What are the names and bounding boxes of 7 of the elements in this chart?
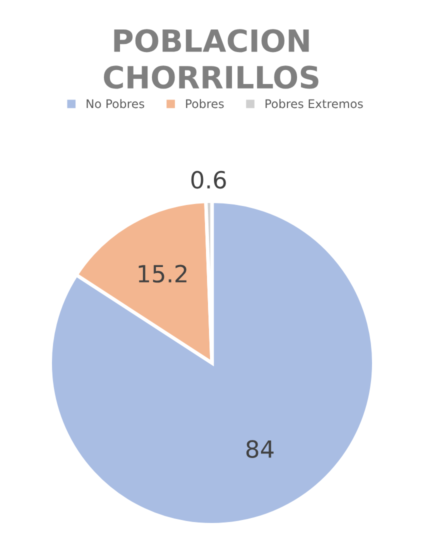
chart-title: POBLACION CHORRILLOS bbox=[104, 29, 318, 89]
data-label: 84 bbox=[246, 440, 274, 458]
legend-label: Pobres Extremos bbox=[266, 99, 363, 108]
legend-label: Pobres bbox=[186, 99, 224, 108]
legend-label: No Pobres bbox=[86, 99, 144, 108]
data-label: 15.2 bbox=[138, 264, 186, 283]
data-label: 0.6 bbox=[191, 170, 226, 189]
